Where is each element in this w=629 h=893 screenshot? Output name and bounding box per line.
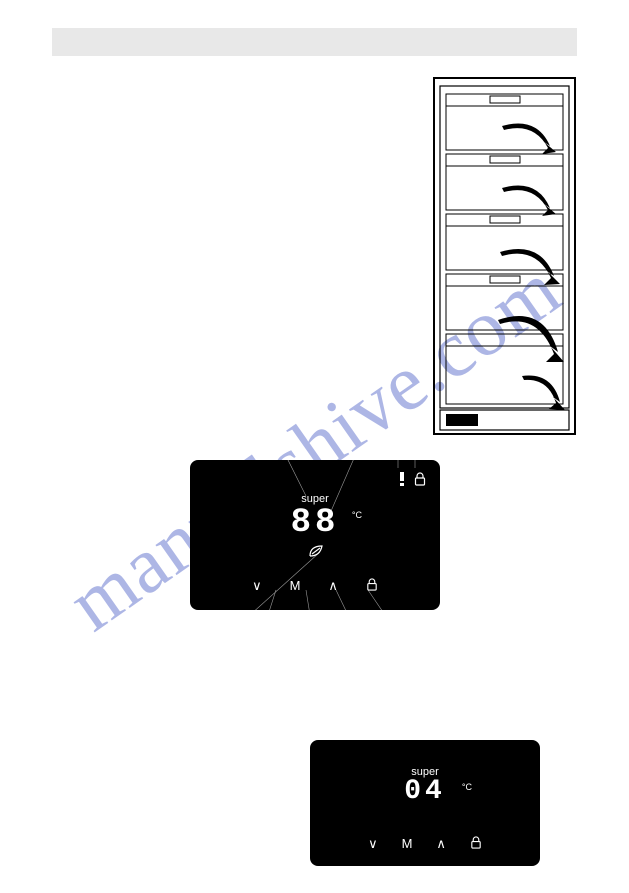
arrow-icon <box>502 186 556 217</box>
temperature-display: 88 <box>190 504 440 542</box>
temperature-unit: °C <box>352 510 362 520</box>
temp-up-button[interactable]: ∧ <box>436 836 446 852</box>
arrow-icon <box>498 316 564 362</box>
panel-controls-row: ∨ M ∧ <box>190 578 440 594</box>
temp-down-button[interactable]: ∨ <box>252 578 262 594</box>
temperature-display: 04 <box>310 776 540 807</box>
mode-button[interactable]: M <box>290 578 301 594</box>
lock-button[interactable] <box>470 836 482 852</box>
panel-controls-row: ∨ M ∧ <box>310 836 540 852</box>
temp-down-button[interactable]: ∨ <box>368 836 378 852</box>
fridge-diagram <box>432 76 577 436</box>
control-panel-main: super 88 °C ∨ M ∧ <box>190 460 440 610</box>
eco-leaf-icon <box>308 544 324 561</box>
arrow-icon <box>500 249 560 285</box>
mode-button[interactable]: M <box>402 836 413 852</box>
header-bar <box>52 28 577 56</box>
alarm-icon <box>398 472 406 489</box>
arrow-icon <box>522 376 565 410</box>
arrow-icon <box>502 124 556 155</box>
temp-up-button[interactable]: ∧ <box>328 578 338 594</box>
lock-indicator-icon <box>414 472 426 489</box>
lock-button[interactable] <box>366 578 378 594</box>
temperature-unit: °C <box>462 782 472 792</box>
control-panel-example: super 04 °C ∨ M ∧ <box>310 740 540 866</box>
